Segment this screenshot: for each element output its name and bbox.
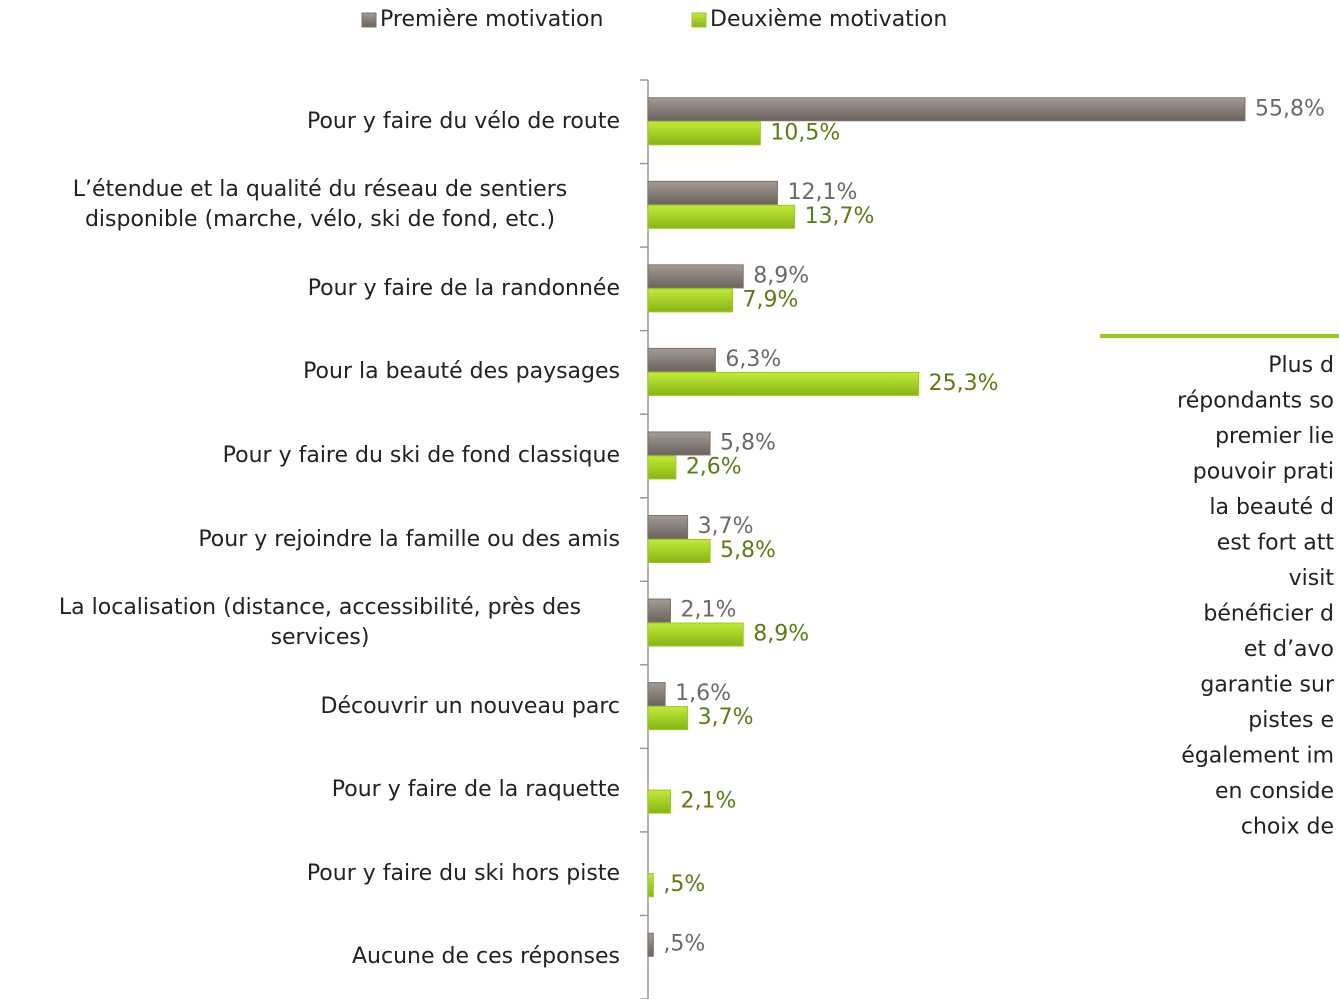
value-label: ,5% bbox=[663, 932, 705, 957]
value-label: 25,3% bbox=[929, 371, 999, 396]
annotation-line: bénéficier d bbox=[1203, 602, 1334, 627]
category-label: Pour y faire de la randonnée bbox=[307, 275, 620, 301]
annotation-line: et d’avo bbox=[1244, 637, 1334, 662]
value-label: 55,8% bbox=[1255, 96, 1325, 121]
bar bbox=[647, 347, 716, 372]
annotation-line: est fort att bbox=[1217, 531, 1335, 556]
bar bbox=[647, 598, 671, 623]
bar bbox=[647, 121, 761, 146]
bar bbox=[647, 204, 796, 229]
bar bbox=[647, 264, 744, 289]
legend-swatch bbox=[361, 12, 377, 28]
value-label: 12,1% bbox=[787, 180, 857, 205]
annotation-line: en conside bbox=[1215, 779, 1334, 804]
bar bbox=[647, 97, 1246, 122]
value-label: 5,8% bbox=[720, 430, 776, 455]
value-label: 13,7% bbox=[805, 204, 875, 229]
bar bbox=[647, 288, 734, 313]
value-label: ,5% bbox=[663, 872, 705, 897]
bar bbox=[647, 706, 689, 731]
value-label: 3,7% bbox=[698, 705, 754, 730]
value-label: 10,5% bbox=[770, 120, 840, 145]
annotation-line: visit bbox=[1289, 566, 1335, 591]
value-label: 3,7% bbox=[698, 514, 754, 539]
bar bbox=[647, 932, 654, 957]
annotation-line: pistes e bbox=[1248, 708, 1334, 733]
annotation-line: également im bbox=[1181, 744, 1334, 769]
category-label: Aucune de ces réponses bbox=[351, 944, 620, 970]
bar bbox=[647, 682, 666, 707]
annotation-line: pouvoir prati bbox=[1193, 460, 1334, 485]
legend-swatch bbox=[691, 12, 707, 28]
category-label: Pour y faire du ski de fond classique bbox=[222, 442, 620, 468]
bar bbox=[647, 431, 711, 456]
category-label: La localisation (distance, accessibilité… bbox=[58, 595, 582, 651]
bar bbox=[647, 371, 920, 396]
annotation-line: la beauté d bbox=[1209, 495, 1334, 520]
value-label: 2,6% bbox=[686, 454, 742, 479]
category-label: Découvrir un nouveau parc bbox=[320, 693, 621, 719]
value-label: 7,9% bbox=[743, 287, 799, 312]
bar bbox=[647, 539, 711, 563]
bar bbox=[647, 789, 671, 814]
value-label: 2,1% bbox=[680, 789, 736, 814]
category-label: Pour y rejoindre la famille ou des amis bbox=[198, 526, 620, 552]
category-label: Pour la beauté des paysages bbox=[303, 359, 620, 385]
value-label: 8,9% bbox=[753, 622, 809, 647]
value-label: 1,6% bbox=[675, 681, 731, 706]
category-label: L’étendue et la qualité du réseau de sen… bbox=[72, 177, 568, 233]
bar bbox=[647, 180, 778, 205]
bar bbox=[647, 622, 744, 647]
value-label: 8,9% bbox=[753, 263, 809, 288]
bar bbox=[647, 455, 677, 480]
value-label: 6,3% bbox=[725, 347, 781, 372]
legend-label: Deuxième motivation bbox=[710, 7, 947, 32]
annotation-line: garantie sur bbox=[1200, 673, 1335, 698]
annotation-line: répondants so bbox=[1177, 389, 1334, 414]
bar bbox=[647, 515, 689, 539]
value-label: 5,8% bbox=[720, 538, 776, 563]
annotation-line: choix de bbox=[1241, 815, 1334, 840]
category-label: Pour y faire du vélo de route bbox=[306, 108, 620, 134]
category-label: Pour y faire du ski hors piste bbox=[306, 860, 620, 886]
category-label: Pour y faire de la raquette bbox=[331, 777, 620, 803]
value-label: 2,1% bbox=[680, 598, 736, 623]
legend-label: Première motivation bbox=[380, 7, 603, 32]
annotation-line: premier lie bbox=[1215, 424, 1334, 449]
annotation-line: Plus d bbox=[1268, 353, 1334, 378]
bar bbox=[647, 873, 654, 898]
